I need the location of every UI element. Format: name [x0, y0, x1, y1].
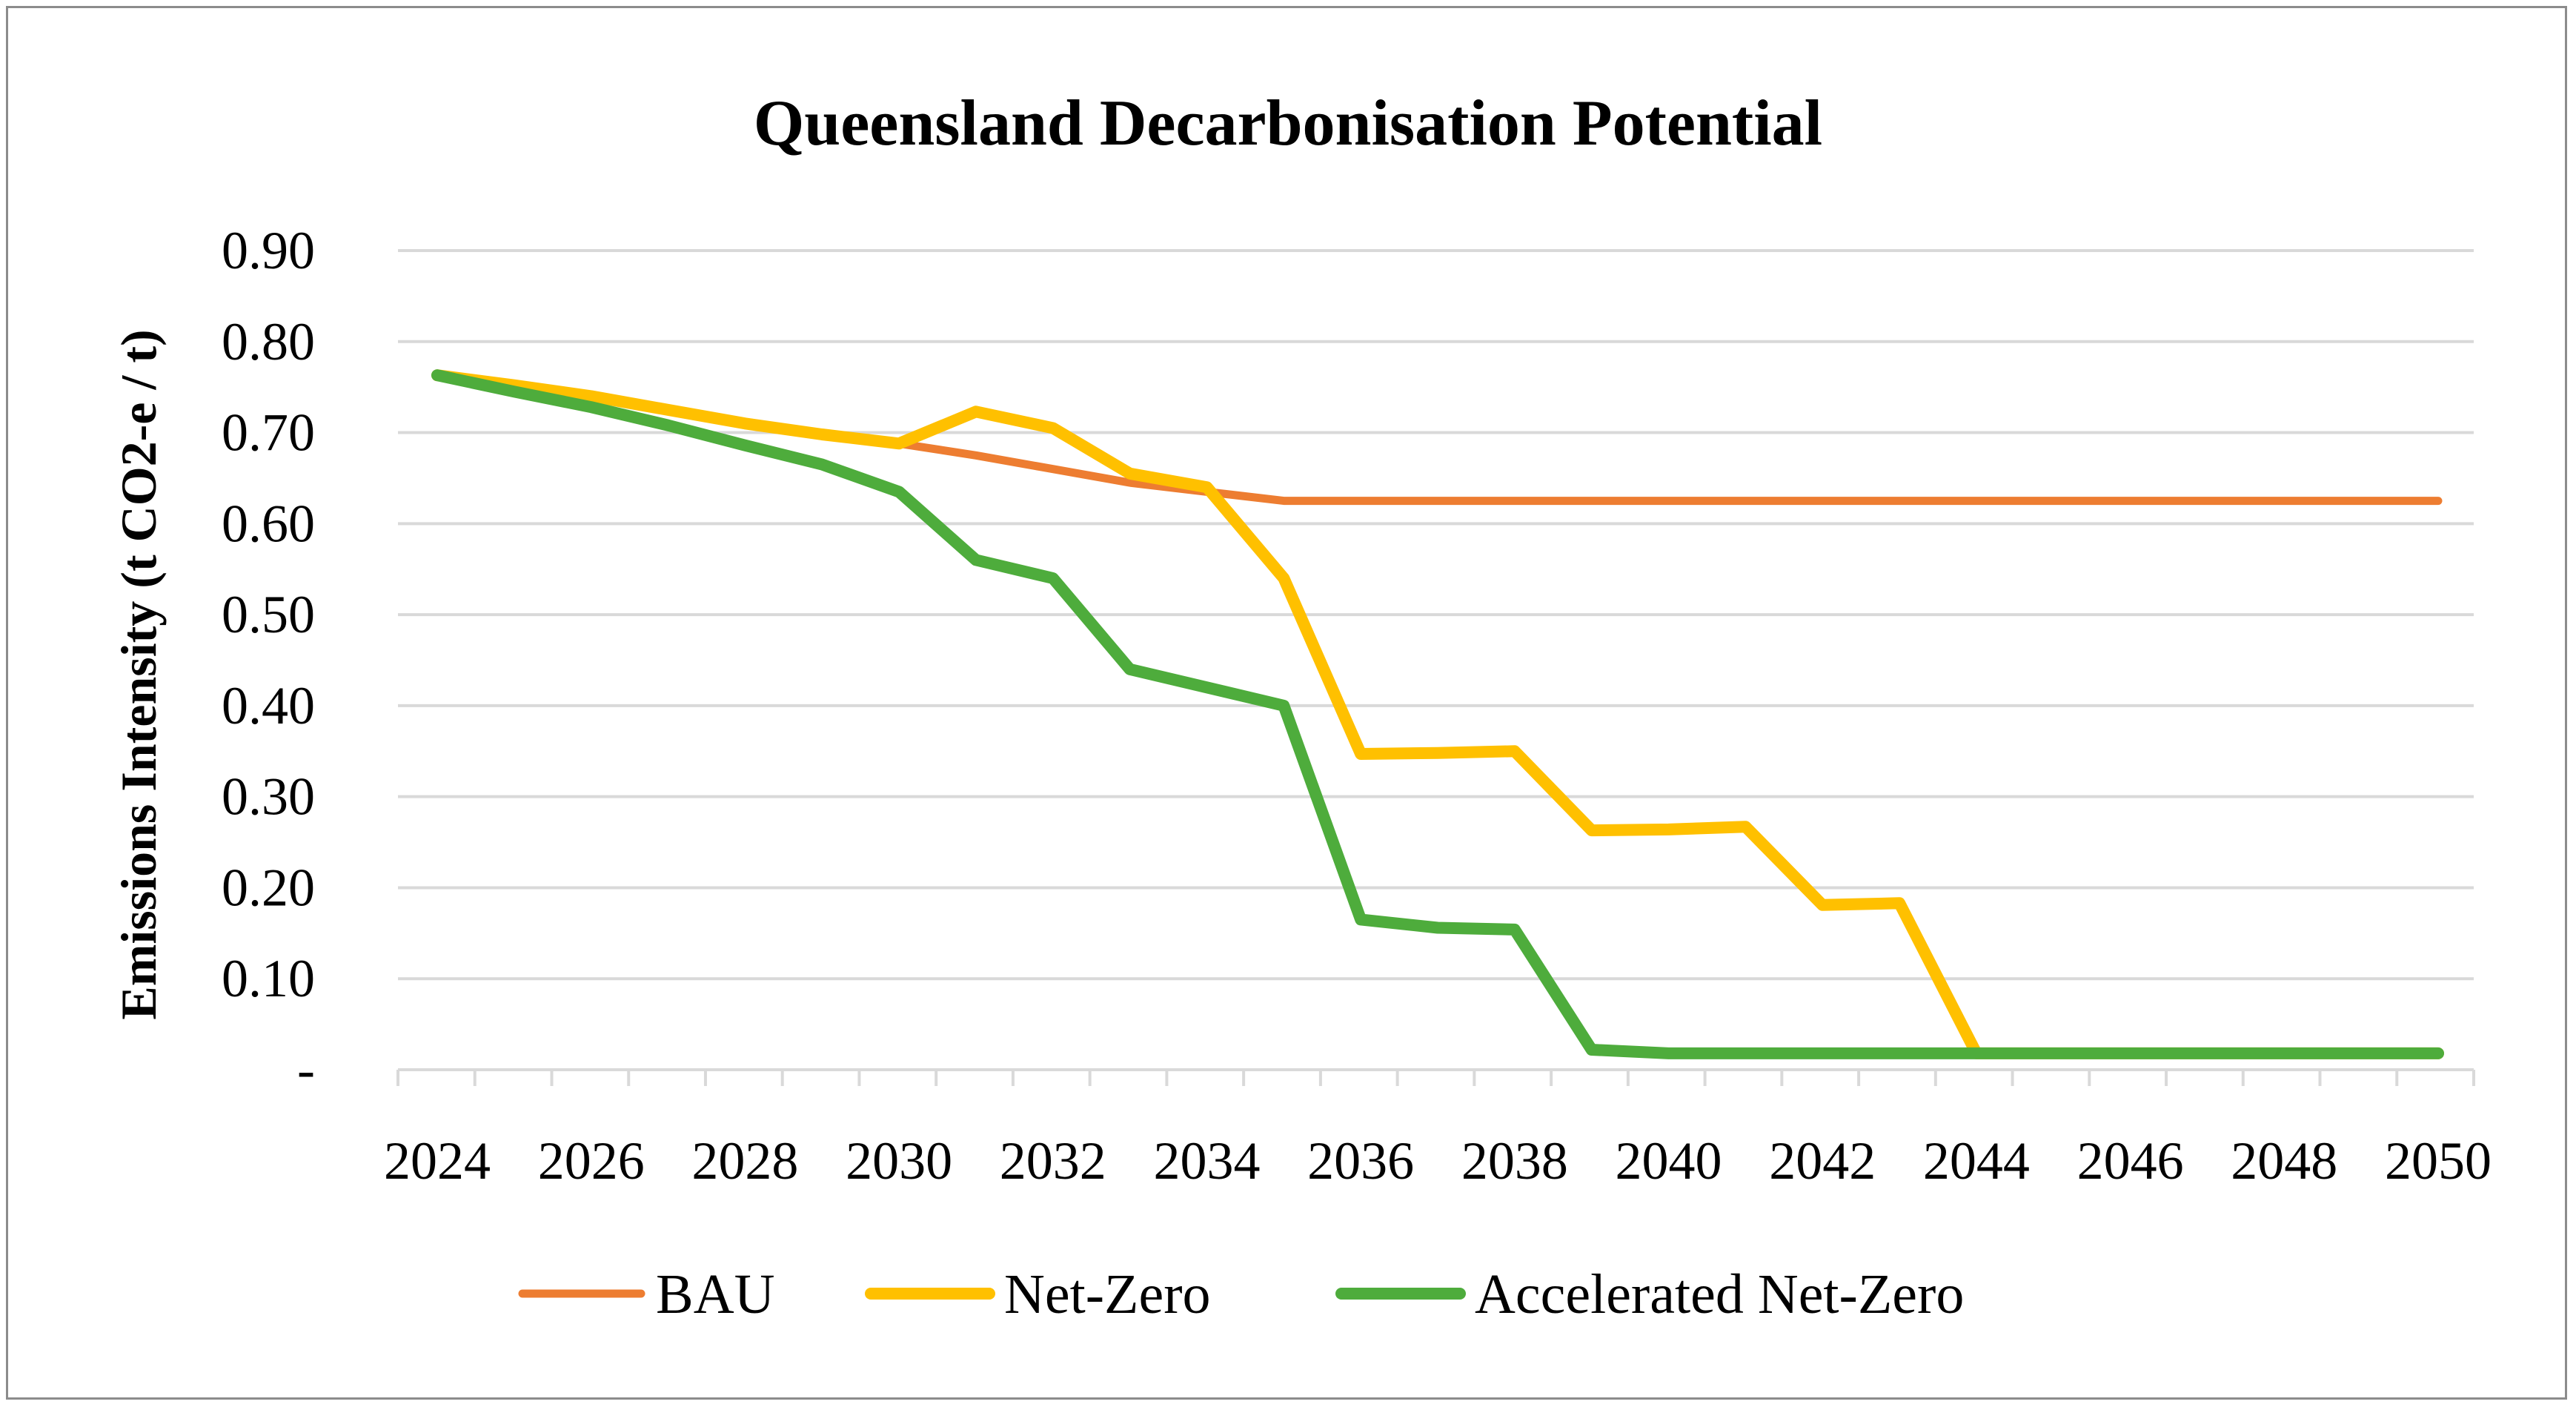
x-tick-label: 2038	[1461, 1131, 1568, 1191]
x-tick-label: 2048	[2231, 1131, 2337, 1191]
legend-label-net-zero: Net-Zero	[1004, 1263, 1211, 1325]
y-tick-label: 0.90	[222, 221, 315, 280]
legend-label-accelerated-net-zero: Accelerated Net-Zero	[1475, 1263, 1964, 1325]
x-axis	[396, 1068, 2475, 1086]
y-tick-label: 0.40	[222, 676, 315, 735]
x-tick-label: 2032	[1000, 1131, 1106, 1191]
y-tick-label: 0.50	[222, 585, 315, 644]
y-axis-tick-labels: - 0.10 0.20 0.30 0.40 0.50 0.60 0.70 0.80 0.90	[222, 221, 315, 1099]
y-tick-label: 0.70	[222, 403, 315, 463]
x-tick-label: 2034	[1153, 1131, 1260, 1191]
x-tick-label: 2028	[691, 1131, 798, 1191]
chart-title: Queensland Decarbonisation Potential	[754, 87, 1822, 159]
x-tick-label: 2030	[846, 1131, 952, 1191]
y-tick-label: 0.30	[222, 767, 315, 827]
legend: BAU Net-Zero Accelerated Net-Zero	[518, 1263, 1964, 1325]
x-tick-label: 2036	[1307, 1131, 1414, 1191]
y-axis-label: Emissions Intensity (t CO2-e / t)	[110, 329, 167, 1019]
x-tick-label: 2024	[384, 1131, 491, 1191]
x-tick-label: 2042	[1769, 1131, 1876, 1191]
x-tick-label: 2040	[1616, 1131, 1722, 1191]
y-tick-label: 0.60	[222, 494, 315, 553]
y-tick-label: 0.80	[222, 312, 315, 371]
gridlines	[398, 249, 2474, 981]
x-tick-label: 2044	[1923, 1131, 2030, 1191]
y-tick-label: -	[297, 1040, 315, 1099]
x-tick-label: 2046	[2077, 1131, 2184, 1191]
x-axis-tick-labels: 2024 2026 2028 2030 2032 2034 2036 2038 2040 2042…	[384, 1131, 2492, 1191]
series-line-net-zero	[431, 369, 2444, 1059]
series-lines	[431, 369, 2444, 1059]
x-tick-label: 2026	[538, 1131, 645, 1191]
series-line-accelerated-net-zero	[431, 369, 2444, 1059]
x-tick-label: 2050	[2385, 1131, 2492, 1191]
y-tick-label: 0.10	[222, 949, 315, 1008]
legend-label-bau: BAU	[656, 1263, 774, 1325]
y-tick-label: 0.20	[222, 858, 315, 917]
